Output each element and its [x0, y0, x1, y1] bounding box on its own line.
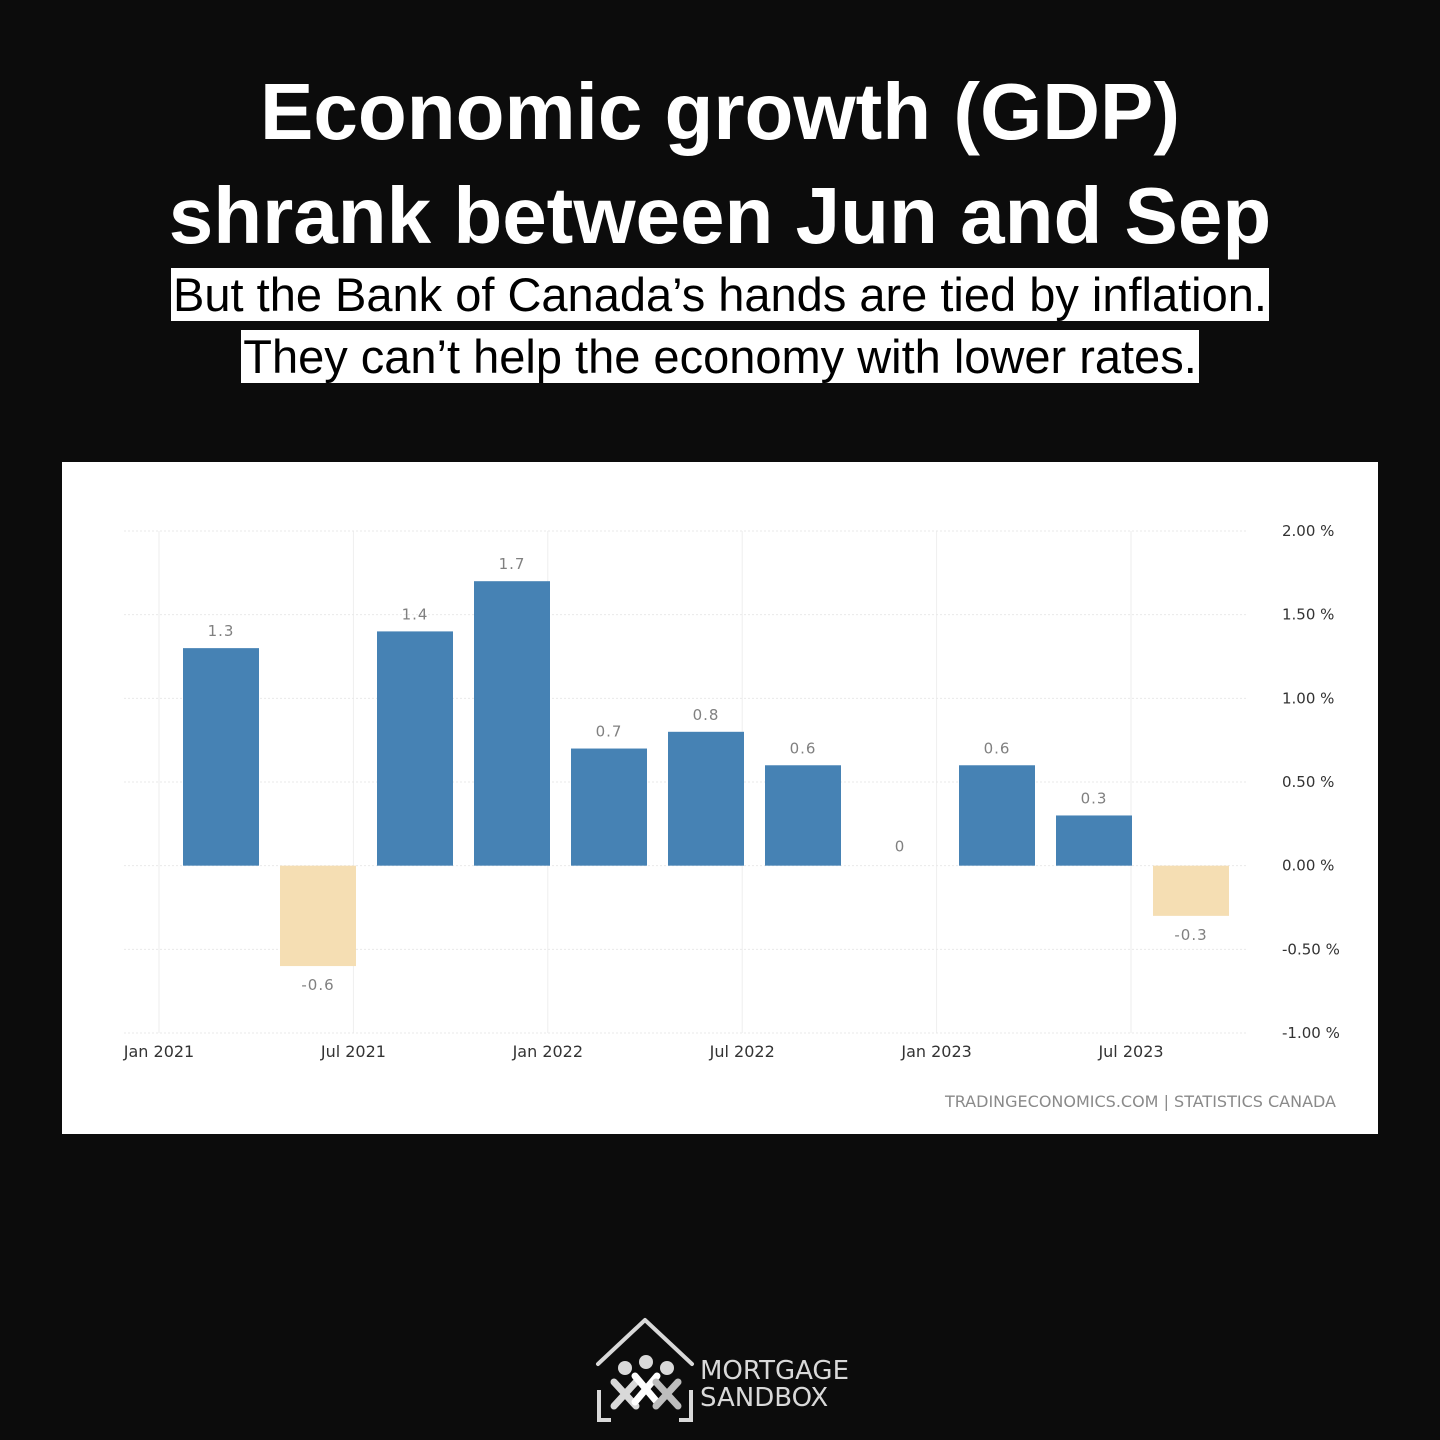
mortgage-sandbox-logo: MORTGAGE SANDBOX	[594, 1316, 854, 1426]
bar	[1153, 865, 1229, 916]
headline-line-2: shrank between Jun and Sep	[168, 171, 1272, 260]
logo-line-2: SANDBOX	[700, 1383, 829, 1413]
bar	[183, 648, 259, 866]
bar	[959, 765, 1035, 866]
headline-line-1: Economic growth (GDP)	[260, 67, 1180, 156]
bar-value-label: 1.4	[402, 605, 429, 623]
bar-value-label: 0.3	[1081, 789, 1108, 807]
bar-value-label: -0.6	[301, 976, 334, 994]
bar-value-label: 0.8	[693, 706, 720, 724]
x-axis-ticks: Jan 2021 Jul 2021 Jan 2022 Jul 2022 Jan 2023…	[123, 1042, 1164, 1061]
subhead-line-2: They can’t help the economy with lower r…	[241, 330, 1199, 383]
y-tick-label: 1.00 %	[1282, 689, 1334, 707]
y-tick-label: 0.00 %	[1282, 857, 1334, 875]
bar	[1056, 815, 1132, 866]
x-tick-label: Jul 2021	[320, 1042, 386, 1061]
bar	[377, 631, 453, 866]
x-tick-label: Jul 2023	[1097, 1042, 1163, 1061]
x-tick-label: Jan 2023	[900, 1042, 971, 1061]
x-tick-label: Jul 2022	[709, 1042, 775, 1061]
subheadline: But the Bank of Canada’s hands are tied …	[0, 264, 1440, 388]
y-axis-ticks: 2.00 % 1.50 % 1.00 % 0.50 % 0.00 % -0.50 % -1.…	[1282, 522, 1340, 1042]
bar-value-label: 0	[895, 838, 906, 856]
bar	[571, 748, 647, 866]
bar	[280, 865, 356, 967]
y-tick-label: 1.50 %	[1282, 606, 1334, 624]
bar-value-label: 0.6	[790, 739, 817, 757]
bar	[668, 731, 744, 866]
subhead-line-1: But the Bank of Canada’s hands are tied …	[171, 268, 1269, 321]
chart-card: 1.3 -0.6 1.4 1.7 0.7 0.8 0.6 0 0.6 0.3 -0.3 2.00 %…	[62, 462, 1378, 1134]
bar-value-label: -0.3	[1174, 926, 1207, 944]
bar-value-label: 0.7	[596, 723, 623, 741]
y-tick-label: 2.00 %	[1282, 522, 1334, 540]
y-tick-label: -0.50 %	[1282, 940, 1340, 958]
x-tick-label: Jan 2022	[512, 1042, 583, 1061]
data-labels: 1.3 -0.6 1.4 1.7 0.7 0.8 0.6 0 0.6 0.3 -0.3	[208, 555, 1207, 994]
source-credit: TRADINGECONOMICS.COM | STATISTICS CANADA	[944, 1092, 1336, 1111]
y-tick-label: 0.50 %	[1282, 773, 1334, 791]
bar-value-label: 0.6	[984, 739, 1011, 757]
logo-wordmark: MORTGAGE SANDBOX	[700, 1358, 849, 1412]
bar	[765, 765, 841, 866]
house-with-people-icon	[596, 1318, 694, 1422]
bars	[183, 581, 1229, 967]
bar-value-label: 1.7	[499, 555, 526, 573]
logo-line-1: MORTGAGE	[700, 1356, 850, 1386]
gdp-bar-chart: 1.3 -0.6 1.4 1.7 0.7 0.8 0.6 0 0.6 0.3 -0.3 2.00 %…	[123, 522, 1340, 1111]
y-tick-label: -1.00 %	[1282, 1024, 1340, 1042]
headline: Economic growth (GDP) shrank between Jun…	[0, 60, 1440, 268]
bar	[474, 581, 550, 866]
x-tick-label: Jan 2021	[123, 1042, 194, 1061]
bar-value-label: 1.3	[208, 622, 235, 640]
